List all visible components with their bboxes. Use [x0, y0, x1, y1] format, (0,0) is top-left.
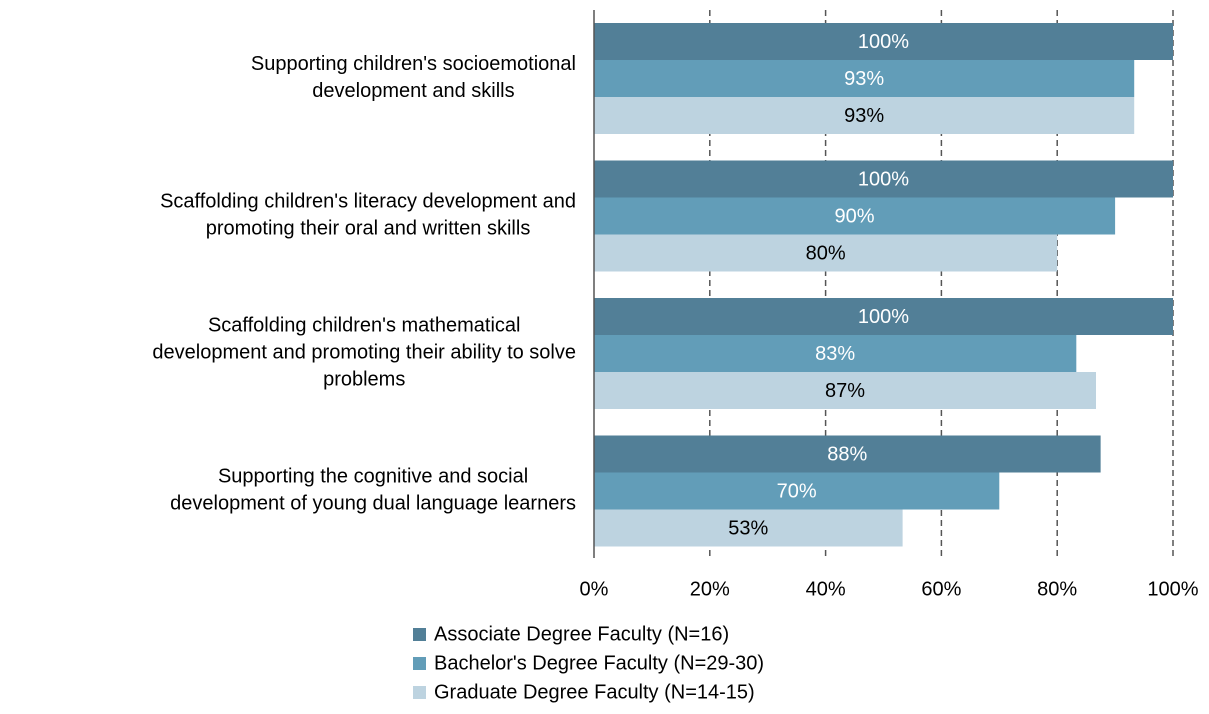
data-label: 80%	[806, 242, 846, 264]
bar	[594, 298, 1173, 335]
category-label: Scaffolding children's mathematical devel…	[152, 315, 576, 391]
bar	[594, 160, 1173, 198]
legend-swatch	[413, 657, 426, 670]
data-label: 87%	[825, 380, 865, 402]
data-label: 90%	[835, 205, 875, 227]
bar	[594, 234, 1058, 272]
category-label: Supporting children's socioemotional deve…	[251, 53, 576, 102]
data-label: 93%	[844, 105, 884, 127]
data-label: 83%	[815, 343, 855, 365]
bar	[594, 435, 1101, 473]
legend-label: Bachelor's Degree Faculty (N=29-30)	[434, 652, 764, 674]
data-label: 100%	[858, 31, 909, 53]
legend-swatch	[413, 686, 426, 699]
bar	[594, 97, 1135, 134]
x-tick-label: 80%	[1037, 578, 1077, 600]
x-tick-label: 100%	[1147, 578, 1198, 600]
x-tick-label: 20%	[690, 578, 730, 600]
x-tick-label: 40%	[806, 578, 846, 600]
legend-label: Associate Degree Faculty (N=16)	[434, 623, 729, 645]
bar	[594, 197, 1116, 235]
bar	[594, 335, 1077, 372]
x-tick-label: 60%	[921, 578, 961, 600]
bar	[594, 509, 903, 547]
data-label: 70%	[777, 480, 817, 502]
category-label: Scaffolding children's literacy developm…	[160, 191, 576, 240]
bar	[594, 372, 1096, 409]
data-label: 93%	[844, 68, 884, 90]
category-label: Supporting the cognitive and social devel…	[170, 466, 576, 515]
bar	[594, 472, 1000, 510]
bar	[594, 23, 1173, 60]
legend-swatch	[413, 628, 426, 641]
data-label: 100%	[858, 168, 909, 190]
data-label: 53%	[728, 517, 768, 539]
bar	[594, 60, 1135, 97]
x-tick-label: 0%	[580, 578, 609, 600]
data-label: 88%	[827, 443, 867, 465]
legend-label: Graduate Degree Faculty (N=14-15)	[434, 681, 755, 703]
data-label: 100%	[858, 306, 909, 328]
